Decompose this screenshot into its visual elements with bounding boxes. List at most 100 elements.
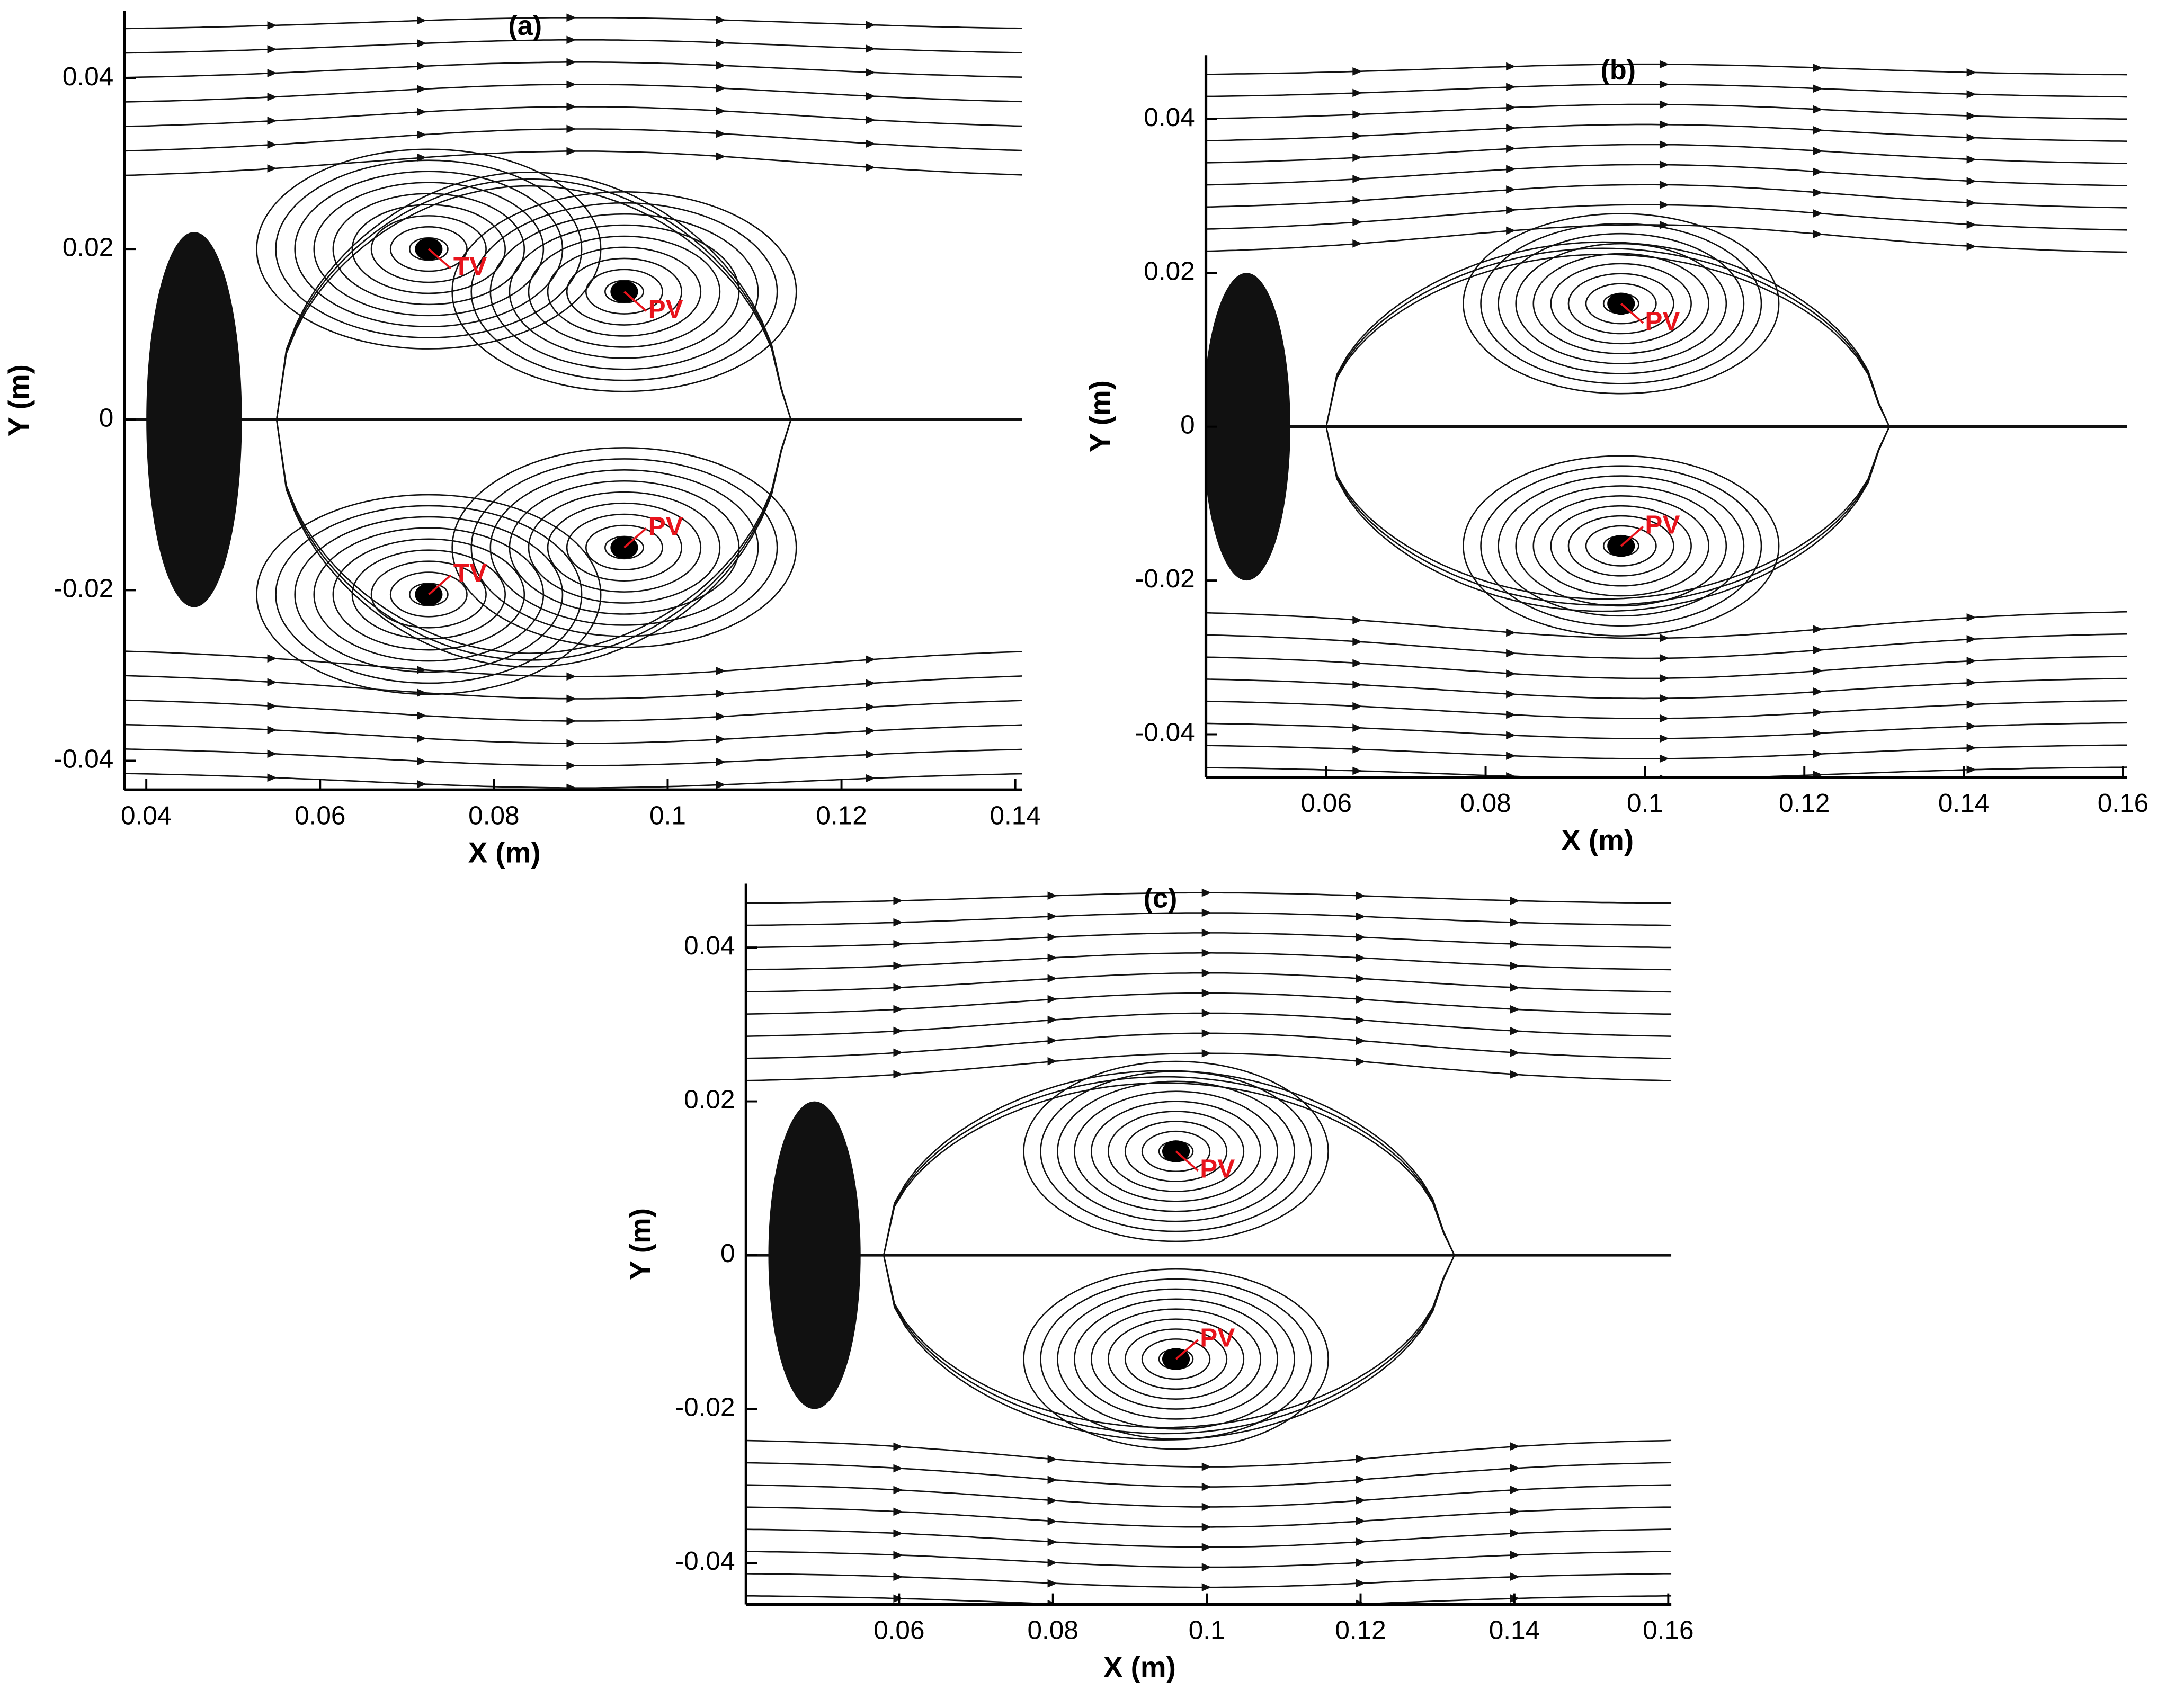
arrow — [1659, 674, 1670, 683]
vortex-loop — [351, 549, 506, 640]
vortex-loop — [1057, 1080, 1295, 1222]
streamline — [1206, 103, 2127, 120]
arrow — [1506, 205, 1516, 214]
panel: 0.06 0.08 0.1 0.12 0.14 0.16 -0.04 -0.02 0 0.02 0.… — [623, 875, 1693, 1684]
streamline — [1206, 744, 2127, 759]
arrow — [1201, 949, 1211, 958]
arrow — [1352, 196, 1362, 205]
x-tick-label: 0.12 — [816, 801, 867, 830]
arrow — [566, 58, 576, 67]
streamline — [124, 17, 1022, 30]
arrow — [417, 688, 427, 697]
annotation-leader — [428, 574, 452, 595]
arrow — [1659, 160, 1670, 169]
arrow — [1352, 110, 1362, 119]
streamline — [746, 972, 1672, 993]
arrow — [1201, 989, 1211, 997]
arrow — [1660, 40, 1669, 49]
y-axis-label: Y (m) — [1083, 380, 1116, 452]
arrow — [893, 1005, 903, 1014]
streamline — [746, 992, 1672, 1015]
vortex-loop — [1515, 485, 1727, 607]
arrow — [417, 85, 427, 93]
vortex-loop — [1124, 1121, 1228, 1182]
x-tick-label: 0.04 — [121, 801, 172, 830]
arrow — [1659, 181, 1670, 189]
x-tick-label: 0.14 — [990, 801, 1040, 830]
arrow — [1813, 729, 1823, 738]
vortex-loop — [1023, 1268, 1329, 1450]
vortex-loop — [1550, 263, 1692, 345]
arrow — [1510, 896, 1520, 905]
arrow — [893, 875, 903, 883]
arrow — [1506, 165, 1516, 173]
panel-title: (b) — [1600, 55, 1636, 85]
arrow — [866, 21, 876, 29]
arrow — [1352, 702, 1362, 711]
vortex-loop — [604, 280, 644, 303]
arrow — [1047, 995, 1057, 1004]
vortex-loop — [370, 215, 487, 283]
body-region — [1206, 273, 1290, 580]
arrow — [566, 102, 576, 111]
arrow — [893, 940, 903, 949]
arrow — [1506, 226, 1516, 235]
arrow — [716, 15, 726, 24]
x-tick-label: 0.1 — [1189, 1616, 1225, 1645]
y-tick-label: -0.04 — [675, 1546, 735, 1576]
arrow — [417, 826, 426, 834]
arrow — [1659, 694, 1670, 703]
bubble-edge — [1325, 426, 1964, 612]
vortex-loop — [1124, 1328, 1228, 1390]
arrow — [417, 848, 426, 857]
arrow — [566, 35, 576, 44]
x-axis-label: X (m) — [1561, 824, 1634, 856]
vortex-loop — [1074, 1090, 1279, 1212]
arrow — [566, 806, 576, 815]
arrow — [1047, 912, 1057, 921]
bubble-edge — [275, 172, 859, 421]
arrow — [1966, 68, 1976, 77]
streamlines — [746, 875, 1672, 1605]
vortex-loop — [528, 235, 721, 348]
arrow — [1352, 723, 1362, 732]
arrow — [1813, 708, 1823, 717]
arrow — [1659, 100, 1670, 109]
vortex-loop — [451, 447, 797, 648]
bubble-edge — [1325, 254, 1964, 427]
arrow — [1201, 1009, 1211, 1017]
vortex-loop — [408, 237, 449, 261]
bubble-edge — [1325, 241, 1964, 427]
arrow — [716, 129, 726, 138]
arrow — [267, 164, 277, 173]
arrow — [866, 655, 876, 664]
arrow — [267, 21, 277, 30]
arrow — [716, 106, 726, 115]
arrow — [716, 690, 726, 698]
arrow — [1813, 625, 1823, 633]
annotation-label: PV — [1200, 1155, 1235, 1184]
vortex-loop — [470, 202, 778, 381]
arrow — [1352, 67, 1362, 76]
y-tick-label: 0 — [1180, 410, 1195, 440]
arrow — [1510, 1529, 1520, 1537]
arrow — [1510, 940, 1520, 949]
arrow — [1506, 83, 1516, 92]
arrow — [1047, 1517, 1057, 1526]
arrow — [1201, 1543, 1211, 1552]
x-tick-label: 0.12 — [1335, 1616, 1386, 1645]
arrow — [1813, 666, 1823, 675]
arrow — [893, 1070, 903, 1079]
y-tick-label: -0.02 — [54, 574, 113, 603]
arrow — [1047, 1057, 1057, 1066]
arrow — [1047, 1496, 1057, 1505]
arrow — [866, 774, 876, 783]
arrow — [1352, 616, 1362, 624]
arrow — [716, 38, 726, 47]
arrow — [1356, 995, 1366, 1004]
arrow — [267, 69, 277, 77]
arrow — [1813, 771, 1823, 777]
streamline — [124, 83, 1022, 103]
arrow — [267, 726, 277, 735]
